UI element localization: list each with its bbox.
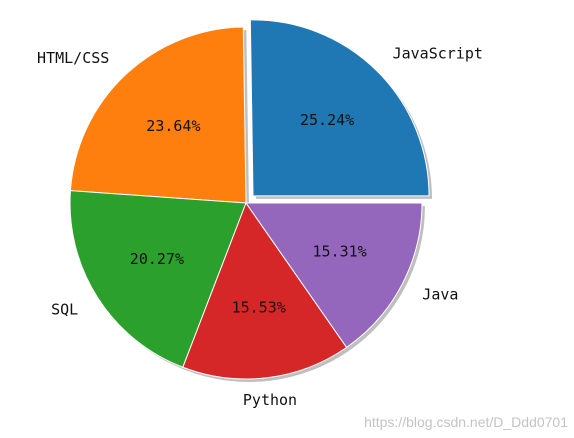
slice-label-html-css: HTML/CSS	[37, 49, 109, 67]
slice-label-javascript: JavaScript	[393, 45, 483, 63]
slice-pct-python: 15.53%	[232, 298, 286, 316]
slice-pct-html-css: 23.64%	[146, 117, 200, 135]
slice-label-java: Java	[422, 286, 458, 304]
slice-pct-java: 15.31%	[313, 242, 367, 260]
slice-pct-javascript: 25.24%	[300, 111, 354, 129]
slice-pct-sql: 20.27%	[130, 250, 184, 268]
slice-label-python: Python	[243, 391, 297, 409]
slice-label-sql: SQL	[51, 300, 78, 318]
watermark: https://blog.csdn.net/D_Ddd0701	[364, 414, 568, 430]
